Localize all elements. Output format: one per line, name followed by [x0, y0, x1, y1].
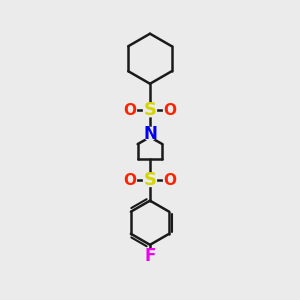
- Text: S: S: [143, 101, 157, 119]
- Circle shape: [143, 104, 157, 117]
- Circle shape: [143, 127, 157, 140]
- Text: O: O: [124, 172, 136, 188]
- Text: N: N: [143, 125, 157, 143]
- Text: O: O: [164, 103, 176, 118]
- Circle shape: [164, 174, 176, 187]
- Circle shape: [164, 104, 176, 117]
- Circle shape: [143, 174, 157, 187]
- Circle shape: [124, 174, 136, 187]
- Text: O: O: [164, 172, 176, 188]
- Circle shape: [143, 250, 157, 262]
- Text: F: F: [144, 247, 156, 265]
- Text: S: S: [143, 171, 157, 189]
- Text: O: O: [124, 103, 136, 118]
- Circle shape: [124, 104, 136, 117]
